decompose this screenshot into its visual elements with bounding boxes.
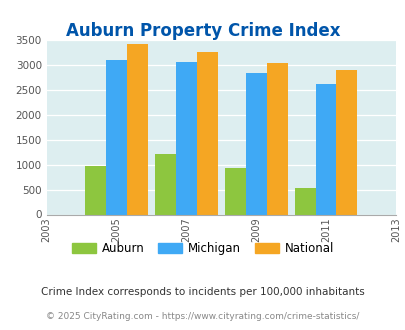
Bar xyxy=(224,168,245,214)
Bar xyxy=(294,188,315,215)
Bar xyxy=(315,83,336,214)
Bar xyxy=(175,62,196,215)
Text: © 2025 CityRating.com - https://www.cityrating.com/crime-statistics/: © 2025 CityRating.com - https://www.city… xyxy=(46,312,359,321)
Text: Crime Index corresponds to incidents per 100,000 inhabitants: Crime Index corresponds to incidents per… xyxy=(41,287,364,297)
Legend: Auburn, Michigan, National: Auburn, Michigan, National xyxy=(67,237,338,260)
Bar xyxy=(85,166,106,214)
Bar xyxy=(155,153,175,214)
Bar xyxy=(106,60,127,214)
Text: Auburn Property Crime Index: Auburn Property Crime Index xyxy=(66,22,339,40)
Bar xyxy=(127,44,147,214)
Bar xyxy=(196,51,217,214)
Bar xyxy=(336,70,356,214)
Bar xyxy=(266,63,287,214)
Bar xyxy=(245,73,266,215)
